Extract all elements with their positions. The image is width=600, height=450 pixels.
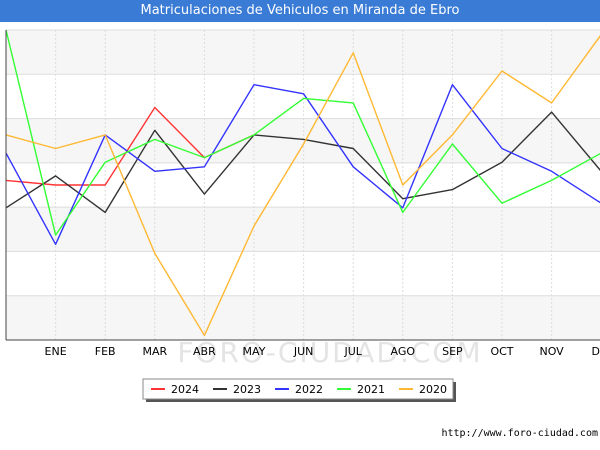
series-line-2023 bbox=[5, 111, 600, 214]
series-line-2021 bbox=[5, 29, 600, 236]
x-tick-label: JUN bbox=[293, 345, 314, 358]
x-tick-label: SEP bbox=[442, 345, 463, 358]
x-tick-label: AGO bbox=[391, 345, 416, 358]
grid-band bbox=[6, 251, 600, 296]
legend-box bbox=[142, 378, 454, 400]
legend-label-2021: 2021 bbox=[357, 383, 385, 396]
legend-label-2020: 2020 bbox=[419, 383, 447, 396]
legend-label-2023: 2023 bbox=[233, 383, 261, 396]
x-tick-label: MAR bbox=[142, 345, 167, 358]
x-tick-label: DIC bbox=[591, 345, 600, 358]
x-tick-label: MAY bbox=[243, 345, 266, 358]
legend-label-2022: 2022 bbox=[295, 383, 323, 396]
x-tick-label: FEB bbox=[95, 345, 116, 358]
x-tick-label: JUL bbox=[343, 345, 362, 358]
x-tick-label: ABR bbox=[193, 345, 216, 358]
source-url[interactable]: http://www.foro-ciudad.com bbox=[441, 428, 598, 439]
grid-band bbox=[6, 74, 600, 119]
legend-label-2024: 2024 bbox=[171, 383, 199, 396]
x-tick-label: NOV bbox=[539, 345, 564, 358]
x-tick-label: ENE bbox=[45, 345, 67, 358]
series-line-2020 bbox=[5, 35, 600, 337]
watermark-text: FORO-CIUDAD.COM bbox=[177, 336, 482, 369]
chart-title: Matriculaciones de Vehiculos en Miranda … bbox=[0, 0, 600, 22]
x-tick-label: OCT bbox=[490, 345, 513, 358]
